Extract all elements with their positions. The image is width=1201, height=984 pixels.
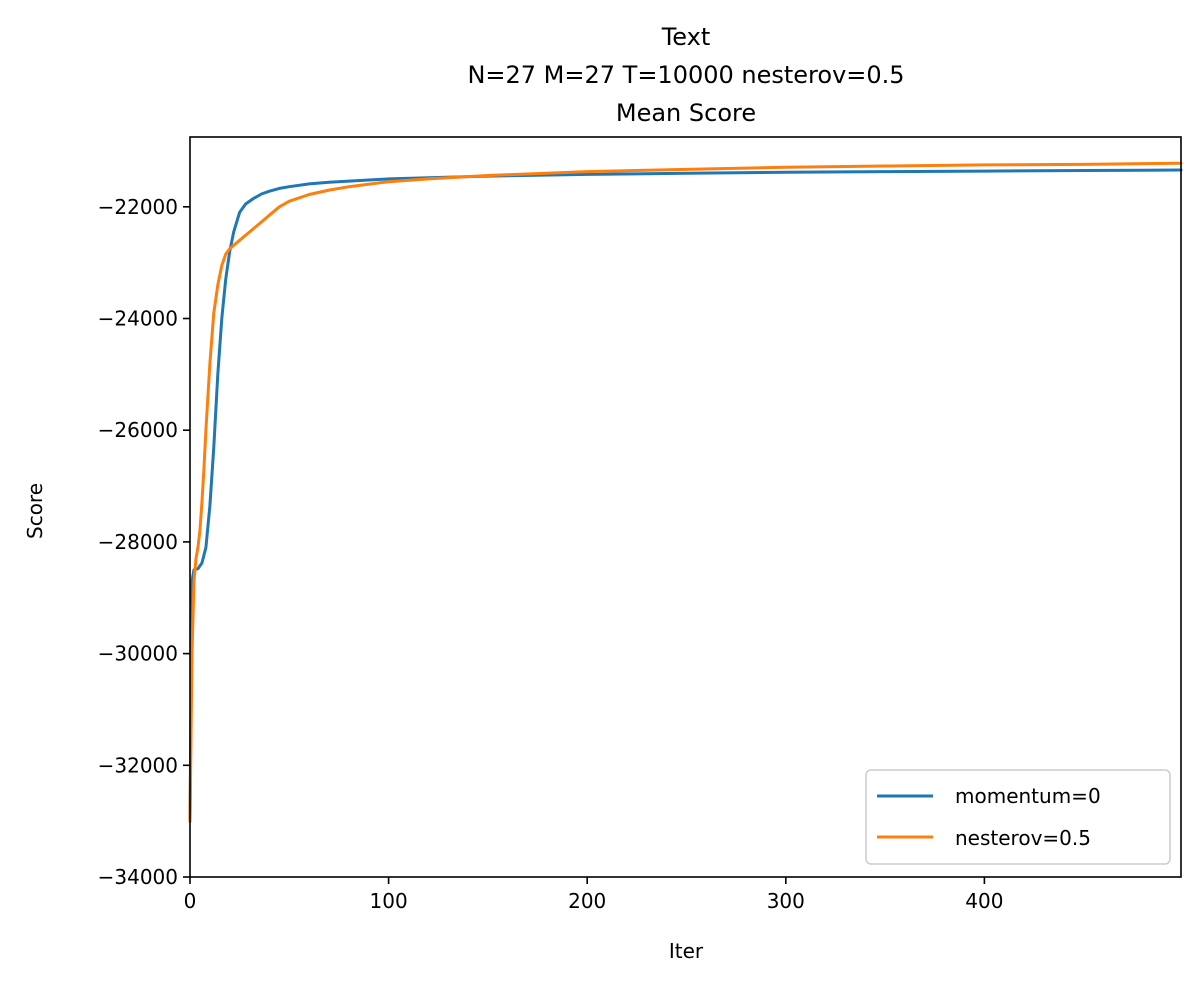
x-tick-label: 0 (184, 889, 197, 913)
legend-label-momentum: momentum=0 (955, 784, 1101, 808)
y-tick-label: −34000 (98, 865, 178, 889)
chart-title-line-3: Mean Score (616, 99, 756, 127)
series-line-0 (188, 168, 1183, 823)
legend: momentum=0 nesterov=0.5 (865, 769, 1171, 865)
y-tick-label: −28000 (98, 530, 178, 554)
legend-box (865, 769, 1171, 865)
plot-lines (188, 161, 1183, 823)
legend-label-nesterov: nesterov=0.5 (955, 826, 1091, 850)
y-axis-label: Score (23, 483, 47, 539)
x-tick-label: 300 (767, 889, 805, 913)
x-tick-label: 100 (370, 889, 408, 913)
x-tick-label: 200 (568, 889, 606, 913)
chart-title-line-2: N=27 M=27 T=10000 nesterov=0.5 (467, 61, 904, 89)
axes-ticks: 0 100 200 300 400 −34000 −32000 −30000 −28000 −26… (98, 195, 1004, 913)
y-tick-label: −32000 (98, 753, 178, 777)
x-tick-label: 400 (965, 889, 1003, 913)
y-tick-label: −26000 (98, 418, 178, 442)
plot-area-frame (189, 136, 1182, 878)
y-tick-label: −22000 (98, 195, 178, 219)
y-tick-label: −24000 (98, 307, 178, 331)
series-line-1 (188, 161, 1183, 823)
x-axis-label: Iter (669, 939, 704, 963)
chart-title-line-1: Text (661, 23, 711, 51)
y-tick-label: −30000 (98, 642, 178, 666)
